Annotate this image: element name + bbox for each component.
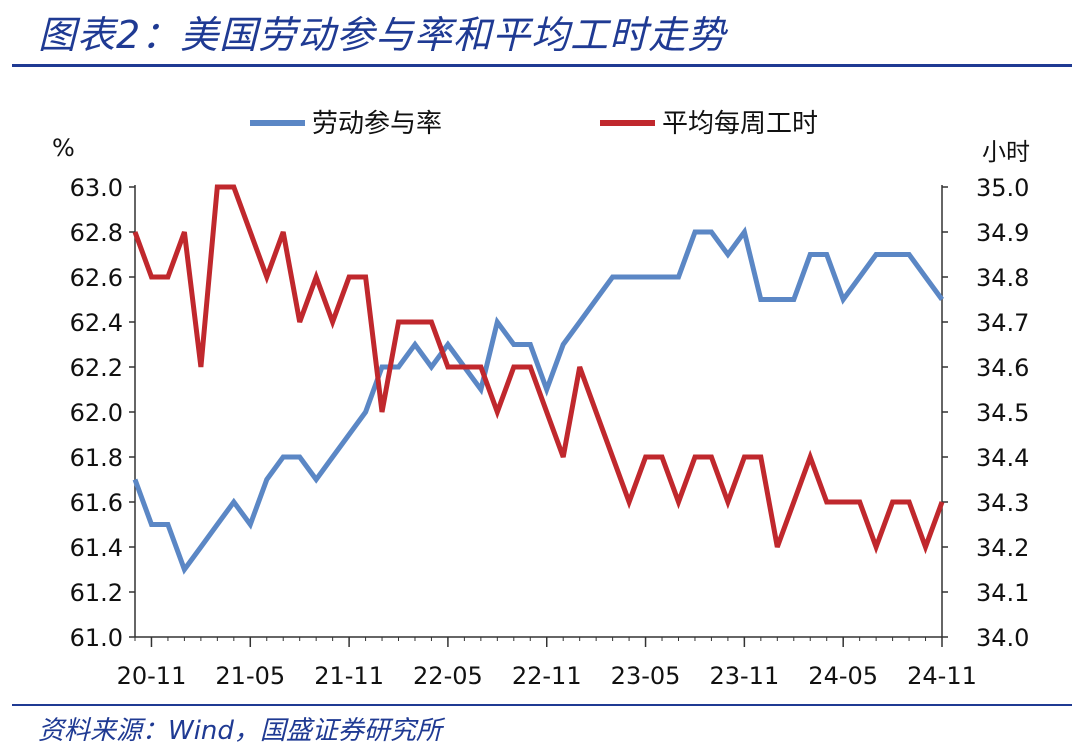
right-tick-label: 34.5 (976, 399, 1029, 427)
right-tick-label: 34.4 (976, 444, 1029, 472)
right-tick-label: 34.6 (976, 354, 1029, 382)
legend-label-participation-rate: 劳动参与率 (312, 109, 442, 139)
left-tick-label: 62.0 (70, 399, 123, 427)
right-tick-label: 35.0 (976, 174, 1029, 202)
x-tick-label: 23-05 (611, 662, 681, 690)
x-tick-label: 24-05 (808, 662, 878, 690)
series-line-weekly-hours (132, 184, 945, 555)
series-lines (132, 184, 945, 575)
series-line-participation-rate (132, 226, 945, 575)
right-tick-label: 34.0 (976, 624, 1029, 652)
right-tick-label: 34.8 (976, 264, 1029, 292)
line-chart: 劳动参与率 平均每周工时 % 小时 61.0 61.2 61.4 61.6 61.8 62… (52, 109, 1030, 690)
x-tick-label: 22-05 (413, 662, 483, 690)
legend: 劳动参与率 平均每周工时 (250, 109, 818, 139)
axes: 61.0 61.2 61.4 61.6 61.8 62.0 62.2 62.4 62.6 62.8… (70, 174, 1030, 690)
left-tick-label: 62.6 (70, 264, 123, 292)
source-note: 资料来源：Wind，国盛证券研究所 (38, 716, 442, 746)
x-tick-label: 20-11 (117, 662, 187, 690)
left-tick-label: 61.0 (70, 624, 123, 652)
right-tick-label: 34.2 (976, 534, 1029, 562)
legend-label-weekly-hours: 平均每周工时 (662, 109, 818, 139)
right-tick-label: 34.1 (976, 579, 1029, 607)
left-axis-unit: % (52, 134, 75, 162)
right-tick-label: 34.3 (976, 489, 1029, 517)
title-divider (12, 64, 1072, 67)
x-tick-label: 21-11 (314, 662, 384, 690)
left-tick-label: 61.4 (70, 534, 123, 562)
x-tick-label: 24-11 (907, 662, 977, 690)
left-tick-label: 61.6 (70, 489, 123, 517)
left-tick-label: 62.8 (70, 219, 123, 247)
left-tick-label: 62.4 (70, 309, 123, 337)
figure-title: 图表2：美国劳动参与率和平均工时走势 (38, 13, 727, 57)
x-tick-label: 22-11 (512, 662, 582, 690)
x-tick-label: 23-11 (709, 662, 779, 690)
left-tick-label: 61.2 (70, 579, 123, 607)
left-tick-label: 63.0 (70, 174, 123, 202)
footer-divider (12, 704, 1072, 706)
right-tick-label: 34.7 (976, 309, 1029, 337)
right-tick-label: 34.9 (976, 219, 1029, 247)
x-tick-label: 21-05 (215, 662, 285, 690)
right-axis-unit: 小时 (982, 138, 1030, 166)
left-tick-label: 61.8 (70, 444, 123, 472)
left-tick-label: 62.2 (70, 354, 123, 382)
